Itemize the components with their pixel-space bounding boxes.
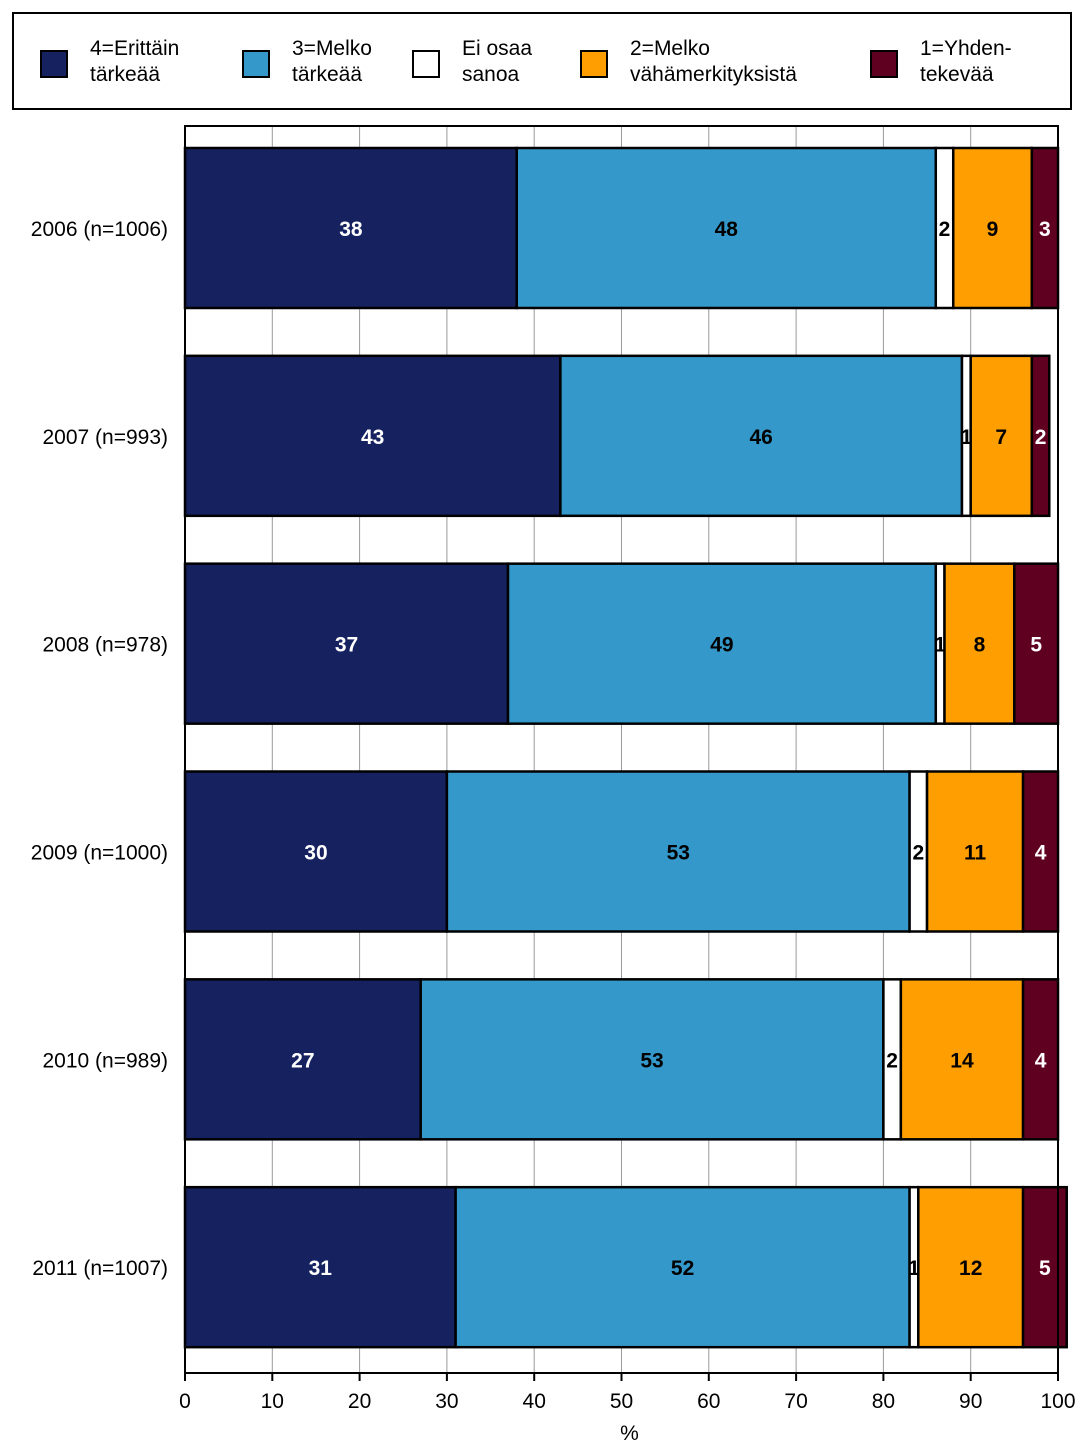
bar-segment: [1021, 1185, 1068, 1349]
x-axis-title: %: [620, 1422, 639, 1445]
legend-swatch: [242, 50, 270, 78]
data-label: 49: [710, 634, 733, 657]
legend-label: 4=Erittäin tärkeää: [90, 37, 180, 86]
data-label: 2: [912, 842, 924, 865]
data-label: 27: [291, 1049, 314, 1072]
data-label: 2: [886, 1049, 898, 1072]
x-tick-label: 70: [784, 1390, 807, 1413]
category-label: 2006 (n=1006): [31, 218, 168, 241]
bar-segment: [925, 770, 1025, 933]
bar-segment: [559, 354, 964, 518]
data-label: 8: [974, 634, 986, 657]
data-label: 38: [339, 218, 363, 241]
x-tick-label: 60: [697, 1390, 720, 1413]
legend-swatch: [412, 50, 440, 78]
legend-label: 2=Melko vähämerkityksistä: [630, 37, 797, 86]
legend-label: Ei osaa sanoa: [462, 37, 533, 86]
bar-segment: [183, 978, 422, 1141]
x-tick-label: 100: [1040, 1390, 1075, 1413]
x-tick-label: 0: [179, 1390, 191, 1413]
x-tick-label: 30: [435, 1390, 458, 1413]
bar-segment: [1030, 354, 1051, 518]
x-tick-label: 10: [261, 1390, 284, 1413]
x-tick-label: 50: [610, 1390, 633, 1413]
data-label: 7: [995, 426, 1007, 449]
category-label: 2007 (n=993): [42, 426, 168, 449]
data-label: 2: [1035, 426, 1047, 449]
bar-segment: [183, 354, 562, 518]
data-label: 43: [361, 426, 384, 449]
data-label: 5: [1039, 1257, 1051, 1280]
legend-swatch: [870, 50, 898, 78]
data-label: 9: [987, 218, 999, 241]
data-label: 53: [667, 842, 690, 865]
data-label: 2: [939, 218, 951, 241]
data-label: 31: [309, 1257, 333, 1280]
bar-segment: [183, 146, 518, 310]
category-label: 2011 (n=1007): [32, 1257, 168, 1280]
bar-segment: [515, 146, 938, 310]
data-label: 48: [715, 218, 739, 241]
bar-segment: [1021, 770, 1060, 933]
x-tick-label: 20: [348, 1390, 371, 1413]
data-label: 4: [1035, 842, 1047, 865]
legend-swatch: [40, 50, 68, 78]
bar-segment: [445, 770, 911, 933]
data-label: 30: [304, 842, 327, 865]
category-label: 2008 (n=978): [42, 634, 168, 657]
x-tick-label: 80: [872, 1390, 895, 1413]
bar-segment: [506, 562, 938, 725]
data-label: 37: [335, 634, 358, 657]
bar-segment: [419, 978, 885, 1141]
data-label: 52: [671, 1257, 694, 1280]
data-label: 53: [640, 1049, 663, 1072]
data-label: 5: [1030, 634, 1042, 657]
bar-segment: [183, 1185, 457, 1349]
bar-segment: [454, 1185, 911, 1349]
data-label: 11: [964, 842, 987, 865]
chart-legend: 4=Erittäin tärkeää 3=Melko tärkeää Ei osaa…: [12, 12, 1072, 110]
data-label: 46: [750, 426, 773, 449]
bar-segment: [969, 354, 1034, 518]
x-tick-label: 90: [959, 1390, 982, 1413]
bar-segment: [951, 146, 1034, 310]
data-label: 4: [1035, 1049, 1047, 1072]
legend-swatch: [580, 50, 608, 78]
data-label: 12: [959, 1257, 982, 1280]
bar-segment: [943, 562, 1016, 725]
x-tick-label: 40: [523, 1390, 546, 1413]
category-label: 2009 (n=1000): [31, 842, 168, 865]
data-label: 3: [1039, 218, 1051, 241]
legend-label: 3=Melko tärkeää: [292, 37, 372, 86]
bar-segment: [899, 978, 1025, 1141]
legend-label: 1=Yhden- tekevää: [920, 37, 1012, 86]
data-label: 14: [950, 1049, 974, 1072]
category-label: 2010 (n=989): [42, 1049, 168, 1072]
bar-segment: [183, 770, 449, 933]
bar-segment: [1030, 146, 1060, 310]
bar-segment: [183, 562, 510, 725]
